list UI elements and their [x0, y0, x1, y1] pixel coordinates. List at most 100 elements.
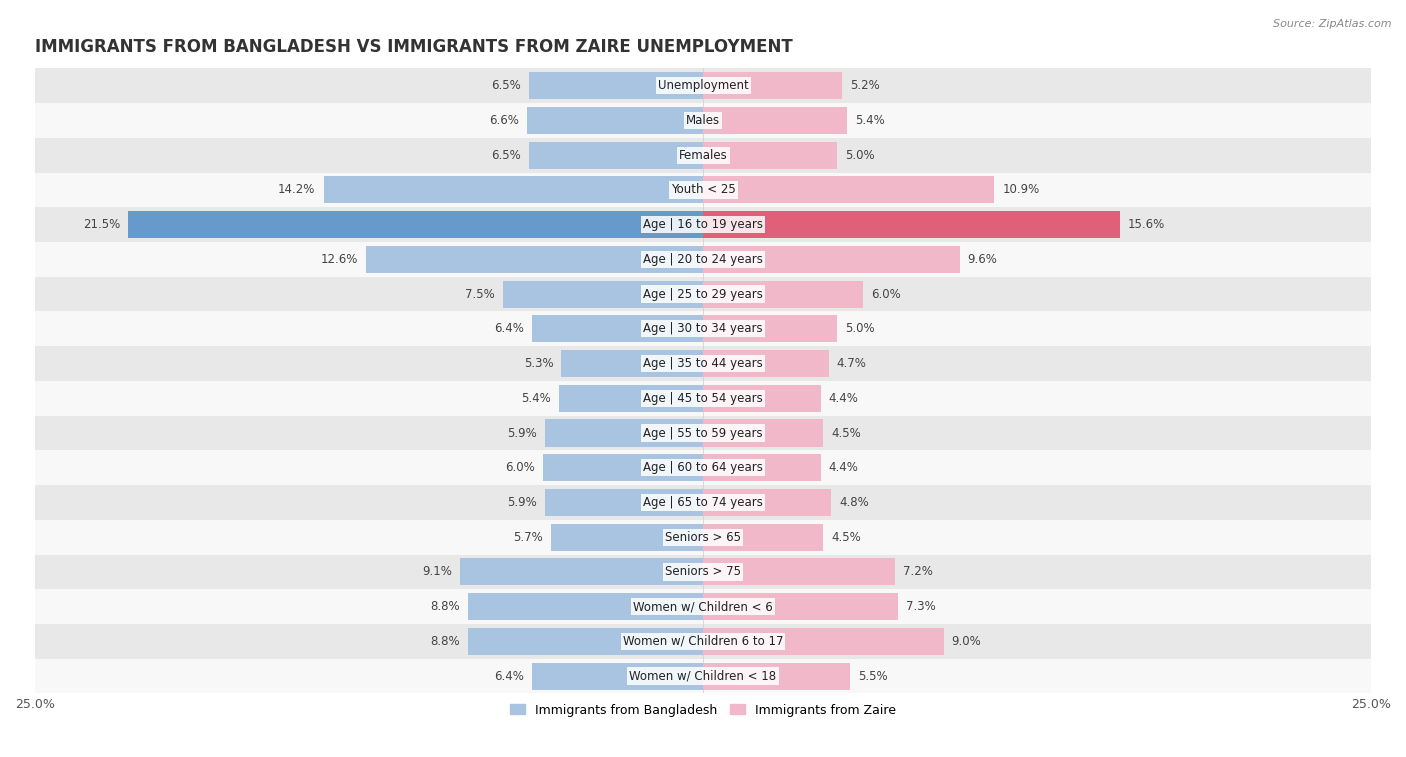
Text: 4.4%: 4.4% — [828, 392, 859, 405]
Bar — [35, 173, 1371, 207]
Text: 5.9%: 5.9% — [508, 426, 537, 440]
Bar — [703, 419, 824, 447]
Text: 6.0%: 6.0% — [505, 461, 534, 474]
Bar — [468, 593, 703, 620]
Text: Age | 35 to 44 years: Age | 35 to 44 years — [643, 357, 763, 370]
Text: Age | 20 to 24 years: Age | 20 to 24 years — [643, 253, 763, 266]
Text: 9.1%: 9.1% — [422, 565, 451, 578]
Bar — [703, 350, 828, 377]
Bar — [529, 72, 703, 99]
Text: 4.4%: 4.4% — [828, 461, 859, 474]
Bar — [543, 454, 703, 481]
Bar — [468, 628, 703, 655]
Text: 6.4%: 6.4% — [494, 322, 524, 335]
Text: Seniors > 65: Seniors > 65 — [665, 531, 741, 544]
Bar — [703, 281, 863, 307]
Text: 4.5%: 4.5% — [831, 426, 860, 440]
Bar — [703, 454, 821, 481]
Text: 5.5%: 5.5% — [858, 670, 887, 683]
Text: 5.4%: 5.4% — [522, 392, 551, 405]
Text: Age | 65 to 74 years: Age | 65 to 74 years — [643, 496, 763, 509]
Text: Age | 30 to 34 years: Age | 30 to 34 years — [643, 322, 763, 335]
Bar — [35, 416, 1371, 450]
Bar — [35, 242, 1371, 277]
Text: IMMIGRANTS FROM BANGLADESH VS IMMIGRANTS FROM ZAIRE UNEMPLOYMENT: IMMIGRANTS FROM BANGLADESH VS IMMIGRANTS… — [35, 38, 793, 56]
Bar — [703, 593, 898, 620]
Text: 5.4%: 5.4% — [855, 114, 884, 127]
Bar — [531, 316, 703, 342]
Text: 6.4%: 6.4% — [494, 670, 524, 683]
Bar — [502, 281, 703, 307]
Text: 8.8%: 8.8% — [430, 635, 460, 648]
Text: Women w/ Children < 6: Women w/ Children < 6 — [633, 600, 773, 613]
Bar — [35, 589, 1371, 624]
Bar — [558, 385, 703, 412]
Text: Females: Females — [679, 148, 727, 162]
Text: Age | 25 to 29 years: Age | 25 to 29 years — [643, 288, 763, 301]
Text: 21.5%: 21.5% — [83, 218, 121, 231]
Bar — [323, 176, 703, 204]
Text: 6.5%: 6.5% — [492, 79, 522, 92]
Bar — [35, 381, 1371, 416]
Text: Women w/ Children 6 to 17: Women w/ Children 6 to 17 — [623, 635, 783, 648]
Bar — [703, 662, 851, 690]
Text: Age | 16 to 19 years: Age | 16 to 19 years — [643, 218, 763, 231]
Text: 10.9%: 10.9% — [1002, 183, 1039, 196]
Text: 7.3%: 7.3% — [905, 600, 936, 613]
Bar — [35, 555, 1371, 589]
Text: 9.6%: 9.6% — [967, 253, 997, 266]
Text: 4.7%: 4.7% — [837, 357, 866, 370]
Text: Youth < 25: Youth < 25 — [671, 183, 735, 196]
Text: Age | 60 to 64 years: Age | 60 to 64 years — [643, 461, 763, 474]
Text: Women w/ Children < 18: Women w/ Children < 18 — [630, 670, 776, 683]
Bar — [551, 524, 703, 551]
Bar — [703, 246, 959, 273]
Text: 6.5%: 6.5% — [492, 148, 522, 162]
Text: 12.6%: 12.6% — [321, 253, 359, 266]
Bar — [527, 107, 703, 134]
Text: Age | 55 to 59 years: Age | 55 to 59 years — [643, 426, 763, 440]
Text: Seniors > 75: Seniors > 75 — [665, 565, 741, 578]
Text: 5.0%: 5.0% — [845, 148, 875, 162]
Text: 5.0%: 5.0% — [845, 322, 875, 335]
Bar — [35, 207, 1371, 242]
Bar — [128, 211, 703, 238]
Bar — [35, 659, 1371, 693]
Bar — [35, 624, 1371, 659]
Text: 8.8%: 8.8% — [430, 600, 460, 613]
Text: Age | 45 to 54 years: Age | 45 to 54 years — [643, 392, 763, 405]
Bar — [460, 559, 703, 585]
Bar — [35, 311, 1371, 346]
Bar — [35, 520, 1371, 555]
Bar — [35, 68, 1371, 103]
Bar — [531, 662, 703, 690]
Bar — [561, 350, 703, 377]
Text: 6.0%: 6.0% — [872, 288, 901, 301]
Bar — [703, 524, 824, 551]
Bar — [529, 142, 703, 169]
Bar — [703, 316, 837, 342]
Text: 5.7%: 5.7% — [513, 531, 543, 544]
Bar — [703, 211, 1119, 238]
Bar — [35, 103, 1371, 138]
Bar — [546, 419, 703, 447]
Text: 5.2%: 5.2% — [851, 79, 880, 92]
Bar — [35, 138, 1371, 173]
Bar — [703, 72, 842, 99]
Text: 4.5%: 4.5% — [831, 531, 860, 544]
Bar — [35, 277, 1371, 311]
Bar — [35, 450, 1371, 485]
Bar — [546, 489, 703, 516]
Bar — [35, 485, 1371, 520]
Bar — [367, 246, 703, 273]
Text: 15.6%: 15.6% — [1128, 218, 1166, 231]
Text: Unemployment: Unemployment — [658, 79, 748, 92]
Text: Males: Males — [686, 114, 720, 127]
Bar — [35, 346, 1371, 381]
Text: 5.3%: 5.3% — [523, 357, 554, 370]
Legend: Immigrants from Bangladesh, Immigrants from Zaire: Immigrants from Bangladesh, Immigrants f… — [505, 699, 901, 721]
Text: 4.8%: 4.8% — [839, 496, 869, 509]
Bar — [703, 142, 837, 169]
Text: 7.2%: 7.2% — [904, 565, 934, 578]
Bar — [703, 176, 994, 204]
